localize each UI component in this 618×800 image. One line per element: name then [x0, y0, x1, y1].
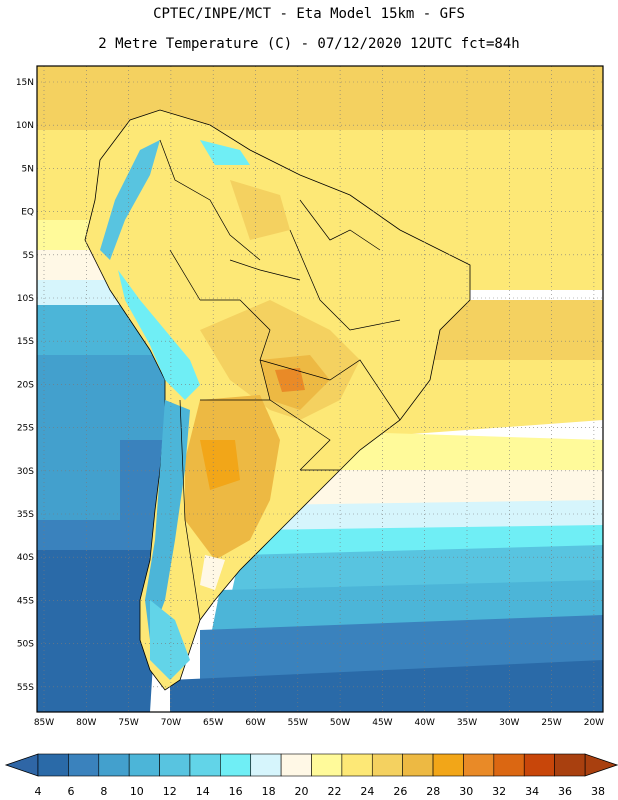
- colorbar-label: 6: [67, 785, 74, 798]
- colorbar: 4 6 8 10 12 14 16 18 20 22 24 26 28 30 32 34 36 38: [4, 753, 618, 798]
- colorbar-label: 14: [196, 785, 210, 798]
- colorbar-swatch: [159, 753, 191, 777]
- colorbar-label: 10: [130, 785, 144, 798]
- lon-label: 65W: [203, 718, 223, 728]
- colorbar-swatch: [371, 753, 403, 777]
- lon-label: 25W: [541, 718, 561, 728]
- title-line-2: 2 Metre Temperature (C) - 07/12/2020 12U…: [98, 36, 520, 52]
- lat-label: 55S: [17, 683, 34, 693]
- colorbar-label: 18: [262, 785, 276, 798]
- lon-label: 85W: [34, 718, 54, 728]
- lat-label: 5N: [22, 164, 34, 174]
- lat-label: 35S: [17, 510, 34, 520]
- colorbar-swatch: [402, 753, 434, 777]
- colorbar-label: 22: [327, 785, 341, 798]
- colorbar-high-arrow: [584, 753, 618, 777]
- colorbar-swatch: [554, 753, 586, 777]
- colorbar-swatch: [432, 753, 464, 777]
- colorbar-label: 38: [591, 785, 605, 798]
- colorbar-label: 36: [558, 785, 572, 798]
- colorbar-label: 4: [35, 785, 42, 798]
- colorbar-low-arrow: [4, 753, 39, 777]
- colorbar-label: 16: [229, 785, 243, 798]
- colorbar-label: 26: [393, 785, 407, 798]
- lat-label: 20S: [17, 380, 34, 390]
- colorbar-swatch: [250, 753, 282, 777]
- lon-label: 55W: [288, 718, 308, 728]
- colorbar-label: 32: [492, 785, 506, 798]
- lat-label: 45S: [17, 596, 34, 606]
- lon-label: 70W: [161, 718, 181, 728]
- lat-label: 15N: [16, 78, 34, 88]
- colorbar-label: 24: [360, 785, 374, 798]
- colorbar-swatch: [493, 753, 525, 777]
- colorbar-swatch: [128, 753, 160, 777]
- title-line-1: CPTEC/INPE/MCT - Eta Model 15km - GFS: [153, 6, 465, 22]
- colorbar-swatch: [523, 753, 555, 777]
- colorbar-swatch: [37, 753, 69, 777]
- lat-label: 10N: [16, 121, 34, 131]
- lat-label: 50S: [17, 640, 34, 650]
- lat-label: 5S: [23, 251, 35, 261]
- colorbar-label: 20: [295, 785, 309, 798]
- colorbar-swatch: [463, 753, 495, 777]
- colorbar-swatch: [311, 753, 343, 777]
- lon-label: 50W: [330, 718, 350, 728]
- lon-label: 40W: [415, 718, 435, 728]
- lat-label: EQ: [21, 208, 34, 218]
- temperature-field: [37, 66, 603, 712]
- colorbar-label: 12: [163, 785, 177, 798]
- colorbar-swatch: [220, 753, 252, 777]
- colorbar-label: 28: [426, 785, 440, 798]
- lon-label: 75W: [118, 718, 138, 728]
- colorbar-swatch: [68, 753, 100, 777]
- colorbar-swatch: [280, 753, 312, 777]
- plot-frame: [36, 65, 604, 713]
- lon-label: 30W: [499, 718, 519, 728]
- colorbar-label: 34: [525, 785, 539, 798]
- colorbar-swatch: [98, 753, 130, 777]
- latitude-labels: 15N 10N 5N EQ 5S 10S 15S 20S 25S 30S 35S 40S 45S 50S 5…: [16, 78, 34, 693]
- colorbar-swatch: [189, 753, 221, 777]
- lat-label: 40S: [17, 553, 34, 563]
- lat-label: 15S: [17, 337, 34, 347]
- lon-label: 45W: [372, 718, 392, 728]
- lat-label: 10S: [17, 294, 34, 304]
- colorbar-swatch: [341, 753, 373, 777]
- longitude-labels: 85W 80W 75W 70W 65W 60W 55W 50W 45W 40W 35W 30W 25W 2…: [34, 718, 604, 728]
- lon-label: 80W: [76, 718, 96, 728]
- colorbar-label: 30: [459, 785, 473, 798]
- lon-label: 20W: [584, 718, 604, 728]
- colorbar-label: 8: [100, 785, 107, 798]
- lon-label: 35W: [457, 718, 477, 728]
- lon-label: 60W: [245, 718, 265, 728]
- lat-label: 30S: [17, 467, 34, 477]
- lat-label: 25S: [17, 424, 34, 434]
